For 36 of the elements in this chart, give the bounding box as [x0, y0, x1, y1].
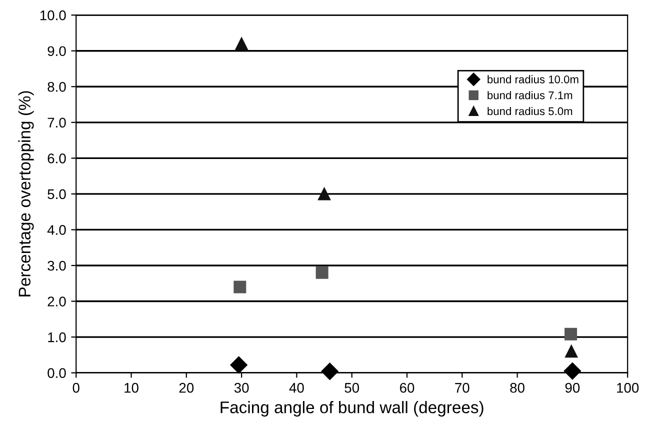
y-tick-label: 10.0	[40, 10, 66, 20]
x-tick-label: 90	[565, 382, 580, 393]
x-tick-label: 70	[455, 382, 470, 393]
point	[564, 362, 581, 380]
legend-label: bund radius 7.1m	[488, 91, 572, 100]
x-tick-label: 50	[344, 382, 360, 393]
x-axis-title: Facing angle of bund wall (degrees)	[220, 401, 484, 417]
legend-label: bund radius 10.0m	[488, 75, 578, 84]
point	[235, 37, 248, 50]
point	[234, 280, 246, 294]
legend-label: bund radius 5.0m	[488, 106, 572, 116]
y-tick-label: 6.0	[48, 154, 66, 164]
x-tick-label: 0	[72, 382, 80, 393]
x-tick-label: 10	[124, 382, 138, 393]
x-tick-label: 80	[510, 382, 524, 393]
y-tick-label: 7.0	[48, 118, 66, 128]
x-tick-label: 30	[234, 382, 249, 393]
y-tick-label: 2.0	[48, 296, 66, 306]
y-tick-label: 3.0	[48, 260, 66, 271]
y-tick-label: 1.0	[48, 332, 66, 342]
y-tick-label: 4.0	[47, 225, 66, 235]
y-axis-title: Percentage overtopping (%)	[18, 91, 34, 296]
point	[230, 356, 248, 374]
x-tick-label: 20	[179, 382, 194, 393]
x-tick-label: 100	[617, 382, 639, 393]
point	[321, 362, 338, 380]
x-tick-label: 40	[289, 382, 304, 393]
y-tick-label: 8.0	[48, 82, 66, 92]
y-tick-label: 5.0	[48, 189, 66, 200]
y-tick-label: 9.0	[48, 46, 66, 56]
y-tick-label: 0.0	[48, 368, 66, 378]
point	[564, 328, 578, 340]
point	[316, 266, 328, 279]
x-tick-label: 60	[400, 382, 414, 393]
point	[318, 188, 331, 200]
point	[565, 345, 578, 358]
